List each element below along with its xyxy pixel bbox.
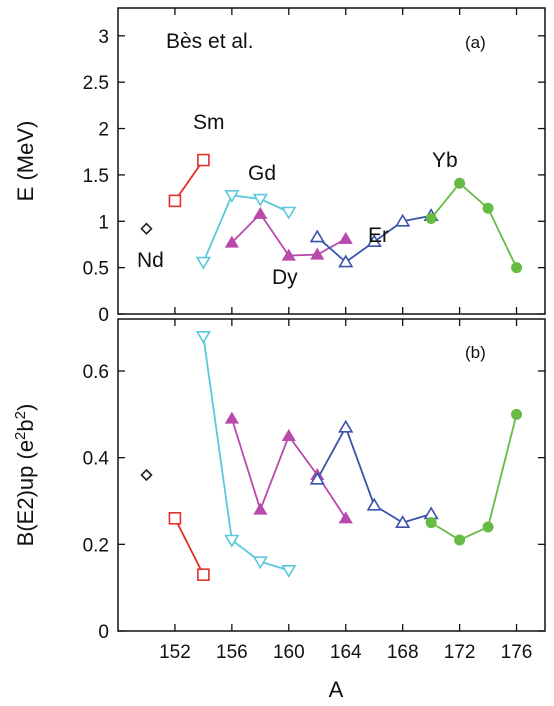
triangle-up-marker-dy: 160: 0.45: [281, 429, 296, 441]
circle-marker-yb: 174: 1.14: [482, 202, 494, 214]
triangle-up-marker-dy: 160: 0.63: [281, 248, 296, 261]
triangle-down-marker-gd: 154: 0.68: [195, 331, 212, 344]
triangle-up-marker-er: 168: 0.25: [395, 515, 411, 528]
triangle-down-marker-gd: 156: 1.28: [224, 190, 240, 203]
square-marker-sm: 152: 0.26: [168, 512, 182, 525]
triangle-down-marker-gd: 154: 0.56: [195, 256, 212, 270]
diamond-marker-nd: 150: 0.92: [140, 222, 153, 235]
ylabel-sup-1: 2: [12, 432, 29, 440]
triangle-down-marker-gd: 160: 0.14: [281, 565, 297, 578]
y-axis-label-a: E (MeV): [13, 121, 38, 202]
y-tick-label-a: 2: [98, 120, 109, 141]
triangle-up-marker-dy: 158: 1.08: [253, 206, 268, 219]
square-marker-sm: 154: 1.66: [197, 153, 210, 167]
x-tick-label: 168: [387, 642, 419, 663]
triangle-up-marker-dy: 156: 0.49: [224, 411, 239, 424]
x-tick-label: 156: [216, 642, 248, 663]
y-axis-label-b: B(E2)up (e2b2): [12, 404, 38, 547]
triangle-down-marker-gd: 156: 0.21: [224, 534, 240, 548]
triangle-up-marker-er: 162: 0.83: [309, 229, 325, 243]
y-tick-label-a: 3: [98, 27, 109, 48]
triangle-down-marker-gd: 160: 1.1: [281, 206, 297, 220]
triangle-up-marker-er: 170: 0.27: [423, 506, 439, 520]
ylabel-sup-2: 2: [12, 411, 29, 419]
ylabel-main: B(E2)up (e: [13, 440, 38, 546]
y-tick-label-a: 0.5: [83, 259, 109, 280]
y-tick-label-a: 1.5: [83, 166, 109, 187]
panel-label-b: (b): [465, 343, 486, 362]
triangle-up-marker-dy: 156: 0.77: [224, 235, 239, 248]
x-tick-label: 164: [330, 642, 362, 663]
triangle-down-marker-gd: 158: 1.24: [252, 193, 268, 207]
x-tick-label: 160: [273, 642, 305, 663]
square-marker-sm: 154: 0.13: [197, 568, 210, 581]
triangle-up-marker-dy: 164: 0.26: [338, 511, 353, 524]
x-tick-label: 176: [501, 642, 533, 663]
y-tick-label-a: 1: [98, 212, 109, 233]
y-tick-label-b: 0: [98, 622, 109, 643]
circle-marker-yb: 170: 0.25: [425, 517, 437, 529]
circle-marker-yb: 176: 0.5: [511, 262, 523, 274]
x-axis-label: A: [329, 677, 344, 702]
triangle-down-marker-gd: 158: 0.16: [252, 556, 268, 570]
x-tick-label: 172: [444, 642, 476, 663]
panel-a: 0 0.5 1 1.5 2 2.5 3 150: 0.92 152: 1.22 154: 1.6…: [13, 7, 546, 326]
ylabel-end: ): [13, 404, 38, 411]
series-line-gd-b: [202, 336, 290, 572]
series-label-nd: Nd: [137, 249, 164, 272]
y-tick-label-b: 0.2: [83, 535, 109, 556]
triangle-up-marker-dy: 162: 0.64: [310, 247, 325, 260]
series-label-sm: Sm: [193, 111, 225, 134]
series-label-er: Er: [368, 224, 389, 247]
circle-marker-yb: 176: 0.5: [511, 408, 523, 420]
y-tick-label-a: 0: [98, 305, 109, 326]
panel-label-a: (a): [465, 33, 486, 52]
series-line-gd-a: [202, 194, 290, 263]
y-tick-label-b: 0.6: [83, 362, 109, 383]
series-label-dy: Dy: [272, 266, 298, 289]
triangle-up-marker-er: 166: 0.78: [366, 234, 382, 247]
circle-marker-yb: 174: 0.24: [482, 521, 494, 533]
triangle-up-marker-dy: 158: 0.28: [253, 502, 268, 515]
circle-marker-yb: 172: 0.21: [454, 534, 466, 546]
circle-marker-yb: 170: 1.03: [425, 212, 437, 224]
panel-a-frame: [117, 7, 546, 315]
triangle-up-marker-er: 164: 0.56: [338, 254, 354, 268]
panel-b-frame: [117, 318, 546, 632]
series-line-yb-b: [430, 414, 518, 542]
series-label-yb: Yb: [432, 149, 458, 172]
series-line-sm-b: [174, 517, 205, 576]
y-tick-label-b: 0.4: [83, 449, 110, 470]
triangle-up-marker-er: 168: 1: [395, 213, 411, 227]
square-marker-sm: 152: 1.22: [168, 194, 182, 208]
triangle-up-marker-er: 162: 0.35: [309, 471, 325, 485]
y-tick-label-a: 2.5: [83, 73, 109, 94]
circle-marker-yb: 172: 1.41: [454, 177, 466, 189]
triangle-up-marker-dy: 164: 0.81: [338, 231, 353, 244]
series-line-yb-a: [430, 181, 518, 269]
x-tick-label: 152: [159, 642, 191, 663]
series-label-gd: Gd: [248, 162, 276, 185]
panel-b: 0 0.2 0.4 0.6 152 156 160 164 168 172 176 150: 0.3…: [12, 318, 546, 702]
ylabel-mid: b: [13, 419, 38, 431]
triangle-up-marker-er: 166: 0.29: [366, 497, 382, 511]
series-line-sm-a: [174, 159, 205, 202]
triangle-up-marker-er: 164: 0.47: [338, 419, 354, 433]
annotation-authors: Bès et al.: [166, 30, 254, 53]
diamond-marker-nd: 150: 0.36: [140, 468, 153, 482]
